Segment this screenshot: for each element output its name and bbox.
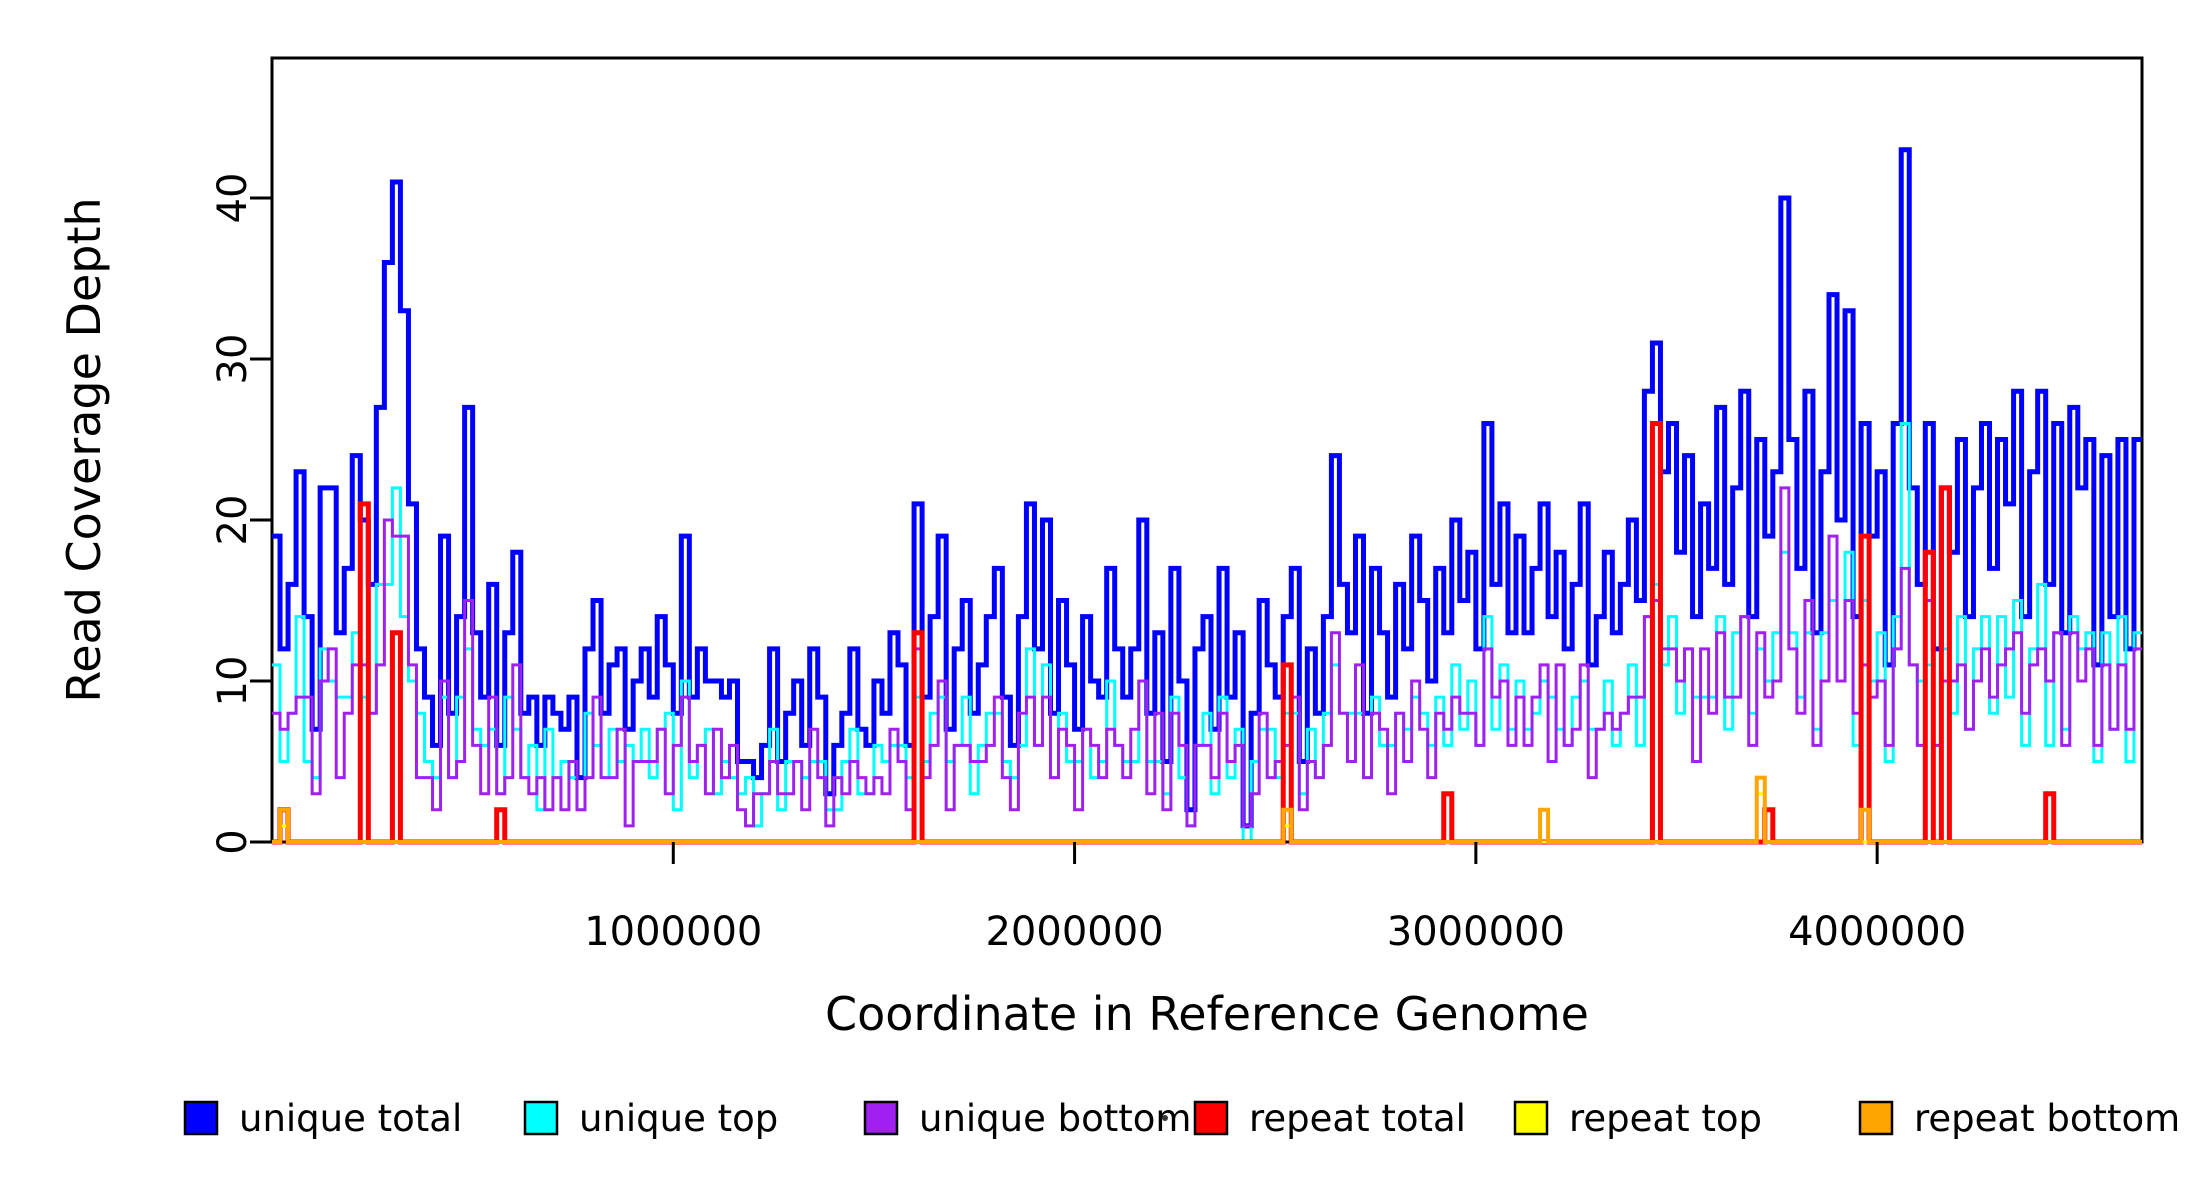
x-tick-label: 2000000: [985, 909, 1163, 955]
x-tick-label: 4000000: [1788, 909, 1966, 955]
legend-label-repeat-top: repeat top: [1569, 1097, 1762, 1140]
x-tick-label: 3000000: [1387, 909, 1565, 955]
y-tick-label: 30: [210, 334, 256, 385]
y-axis-title: Read Coverage Depth: [57, 197, 111, 702]
axes-group: 0 10 20 30 40 1000000 2000000 3000000 4000000: [210, 173, 1966, 955]
legend-swatch-repeat-bottom: [1858, 1100, 1894, 1136]
legend-label-unique-top: unique top: [579, 1097, 778, 1140]
y-tick-label: 40: [210, 173, 256, 224]
x-axis-title: Coordinate in Reference Genome: [825, 987, 1589, 1041]
legend-swatch-repeat-top: [1513, 1100, 1549, 1136]
series-group: [272, 147, 2142, 845]
legend-label-repeat-bottom: repeat bottom: [1914, 1097, 2180, 1140]
legend-swatch-unique-bottom: [863, 1100, 899, 1136]
legend-label-unique-bottom: unique bottom: [919, 1097, 1191, 1140]
x-tick-label: 1000000: [584, 909, 762, 955]
legend-swatch-repeat-total: [1193, 1100, 1229, 1136]
series-unique-bottom: [272, 486, 2142, 828]
stray-mark: [1162, 1115, 1168, 1121]
legend: unique total unique top unique bottom repea…: [183, 1097, 2180, 1140]
legend-label-unique-total: unique total: [239, 1097, 462, 1140]
y-tick-label: 10: [210, 656, 256, 707]
y-tick-label: 0: [210, 829, 256, 854]
legend-swatch-unique-top: [523, 1100, 559, 1136]
series-repeat-bottom: [272, 775, 2142, 844]
y-tick-label: 20: [210, 495, 256, 546]
legend-swatch-unique-total: [183, 1100, 219, 1136]
legend-label-repeat-total: repeat total: [1249, 1097, 1466, 1140]
